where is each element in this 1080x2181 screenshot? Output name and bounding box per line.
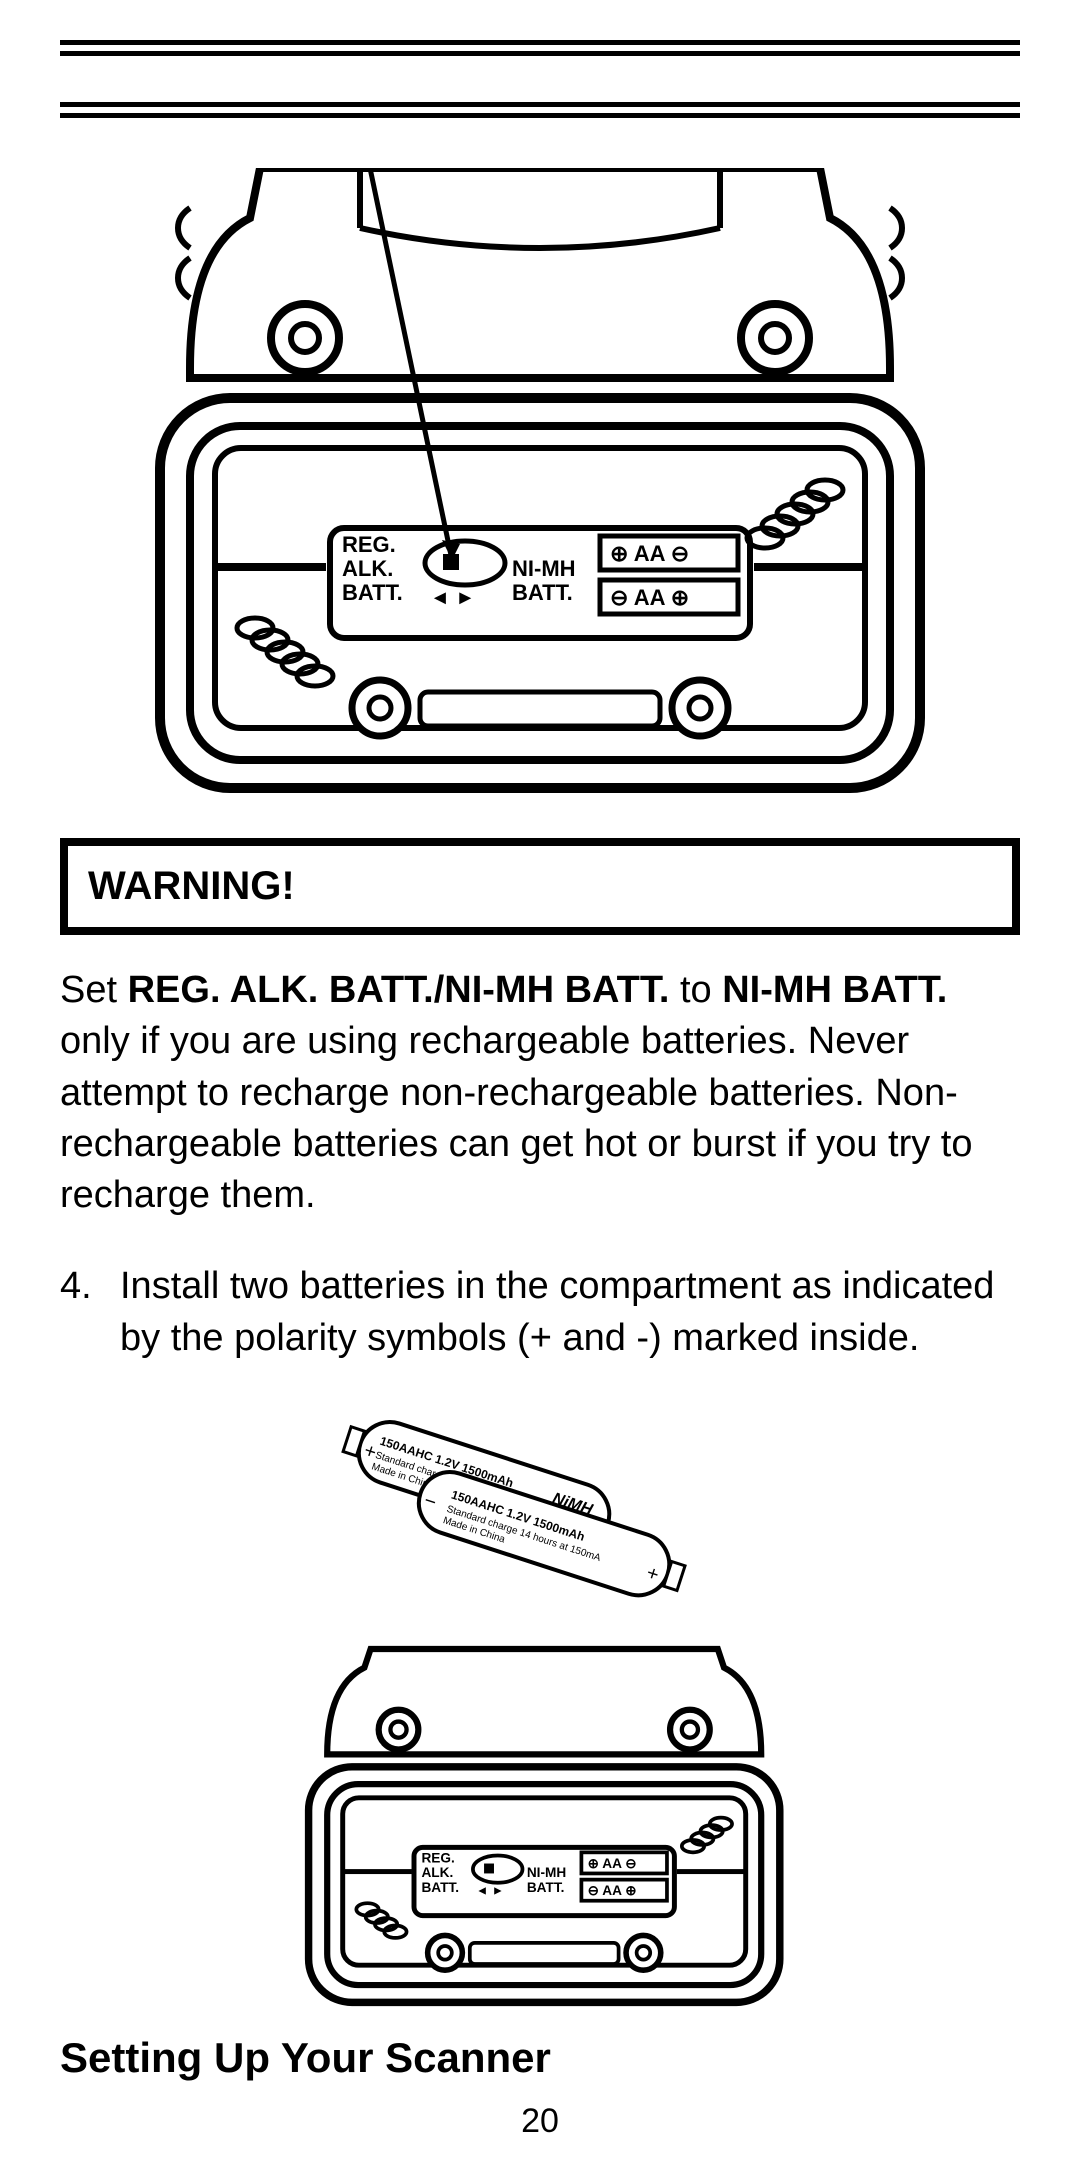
screw-icon — [672, 680, 728, 736]
svg-text:◄ ►: ◄ ► — [476, 1884, 504, 1898]
step-4: 4. Install two batteries in the compartm… — [60, 1261, 1020, 1364]
manual-page: REG. ALK. BATT. NI-MH BATT. ◄ ► ⊕ AA ⊖ ⊖… — [0, 0, 1080, 2181]
rule-gap — [60, 62, 1020, 102]
warning-rest: only if you are using rechargeable batte… — [60, 1020, 973, 1216]
figure-batteries-and-device: 150AAHC 1.2V 1500mAh Standard charge 14 … — [60, 1394, 1020, 2014]
warning-set-bold1: REG. ALK. BATT./NI-MH BATT. — [128, 969, 670, 1011]
label-reg: REG. — [342, 532, 396, 557]
device-back-large-svg: REG. ALK. BATT. NI-MH BATT. ◄ ► ⊕ AA ⊖ ⊖… — [130, 168, 950, 808]
screw-icon — [271, 304, 339, 372]
svg-text:ALK.: ALK. — [421, 1865, 453, 1880]
screw-icon — [352, 680, 408, 736]
warning-box: WARNING! — [60, 838, 1020, 935]
label-batt: BATT. — [342, 580, 403, 605]
svg-text:NI-MH: NI-MH — [527, 1865, 566, 1880]
svg-text:BATT.: BATT. — [527, 1880, 565, 1895]
figure-device-back-large: REG. ALK. BATT. NI-MH BATT. ◄ ► ⊕ AA ⊖ ⊖… — [60, 168, 1020, 808]
svg-text:REG.: REG. — [421, 1850, 454, 1865]
warning-paragraph: Set REG. ALK. BATT./NI-MH BATT. to NI-MH… — [60, 965, 1020, 1221]
label-arrows: ◄ ► — [430, 587, 475, 609]
warning-set-prefix: Set — [60, 969, 128, 1011]
section-title: Setting Up Your Scanner — [60, 2034, 1020, 2082]
label-aa-bot: ⊖ AA ⊕ — [610, 585, 689, 610]
top-rule-1 — [60, 40, 1020, 45]
svg-text:⊖ AA ⊕: ⊖ AA ⊕ — [588, 1883, 637, 1898]
warning-title: WARNING! — [88, 864, 295, 908]
svg-text:BATT.: BATT. — [421, 1880, 459, 1895]
label-aa-top: ⊕ AA ⊖ — [610, 541, 689, 566]
screw-icon — [741, 304, 809, 372]
warning-set-bold2: NI-MH BATT. — [722, 969, 947, 1011]
step-4-number: 4. — [60, 1261, 120, 1364]
label-nimh: NI-MH — [512, 556, 576, 581]
svg-text:⊕ AA ⊖: ⊕ AA ⊖ — [588, 1856, 637, 1871]
label-batt2: BATT. — [512, 580, 573, 605]
top-rule-2 — [60, 51, 1020, 56]
step-4-text: Install two batteries in the compartment… — [120, 1261, 1020, 1364]
warning-set-mid: to — [669, 969, 722, 1011]
top-rule-4 — [60, 113, 1020, 118]
top-rule-3 — [60, 102, 1020, 107]
page-number: 20 — [60, 2102, 1020, 2141]
batteries-device-svg: 150AAHC 1.2V 1500mAh Standard charge 14 … — [260, 1394, 820, 2014]
label-alk: ALK. — [342, 556, 393, 581]
